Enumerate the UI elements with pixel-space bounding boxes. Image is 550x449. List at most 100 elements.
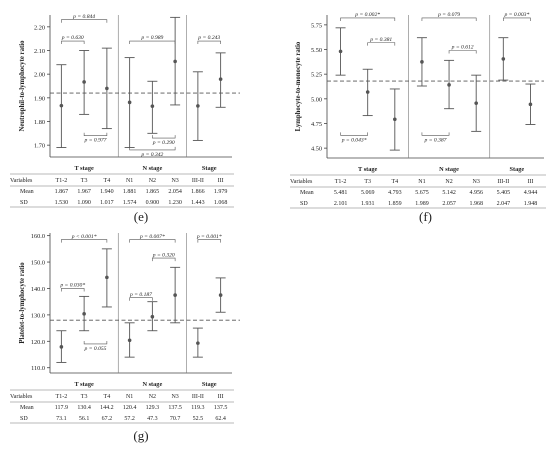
table-cell: 73.1	[56, 416, 67, 422]
comparison-bracket	[129, 146, 176, 151]
comparison-bracket	[421, 17, 477, 21]
comparison-bracket	[340, 132, 368, 136]
table-cell: 1.865	[146, 189, 160, 195]
comparison-bracket	[83, 340, 108, 345]
y-axis-label: Neutrophil-to-lymphocyte ratio	[19, 40, 26, 132]
p-value-label: p = 0.243	[197, 35, 220, 41]
comparison-bracket	[61, 40, 85, 45]
p-value-label: p = 0.001*	[196, 234, 222, 240]
mean-point	[59, 103, 64, 108]
table-cell: 5.069	[361, 190, 375, 196]
mean-point	[420, 60, 424, 64]
p-value-label: p = 0.007*	[139, 234, 165, 240]
comparison-bracket	[129, 40, 176, 45]
p-value-label: p = 0.977	[84, 138, 107, 144]
comparison-bracket	[61, 19, 108, 23]
y-tick-label: 120.0	[31, 339, 45, 346]
table-cell: 1.867	[55, 189, 69, 195]
mean-point	[150, 104, 155, 108]
p-value-label: p = 0.290	[152, 140, 175, 146]
y-tick-label: 130.0	[31, 312, 45, 319]
table-column-header: T1-2	[56, 178, 68, 184]
table-cell: 137.5	[214, 405, 228, 411]
mean-point	[218, 293, 223, 297]
table-cell: 1.940	[100, 189, 114, 195]
mean-point	[474, 101, 478, 105]
p-value-label: p = 0.002*	[354, 12, 380, 18]
table-group-title: T stage	[74, 381, 94, 388]
mean-point	[173, 59, 177, 64]
y-tick-label: 5.25	[311, 72, 322, 79]
table-cell: 4.956	[469, 190, 483, 196]
p-value-label: p = 0.630	[61, 35, 84, 41]
table-row-label: Mean	[20, 189, 34, 195]
table-cell: 1.017	[100, 200, 114, 206]
panel-letter: (f)	[419, 209, 432, 224]
table-cell: 1.230	[168, 200, 182, 206]
table-group-title: N stage	[142, 381, 162, 388]
table-column-header: T4	[104, 178, 111, 184]
table-row-label: SD	[300, 201, 308, 207]
y-tick-label: 1.90	[34, 95, 45, 102]
mean-point	[447, 83, 451, 87]
table-cell: 5.405	[497, 190, 511, 196]
table-column-header: T3	[364, 179, 371, 185]
table-group-title: Stage	[202, 381, 217, 388]
comparison-bracket	[197, 239, 221, 243]
mean-point	[105, 275, 109, 280]
y-tick-label: 5.50	[311, 47, 322, 54]
mean-point	[173, 293, 177, 297]
mean-point	[393, 117, 397, 122]
table-column-header: T3	[81, 394, 88, 400]
table-cell: 117.9	[55, 405, 68, 411]
table-column-header: T1-2	[56, 394, 68, 400]
mean-point	[218, 77, 223, 81]
table-cell: 57.2	[124, 416, 135, 422]
y-tick-label: 150.0	[31, 260, 45, 267]
table-column-header: N3	[171, 394, 178, 400]
table-cell: 130.4	[77, 405, 91, 411]
p-value-label: p = 0.187	[129, 292, 152, 298]
table-head-label: Variables	[290, 179, 313, 185]
panel-g: 110.0 120.0 130.0 140.0 150.0 160.0 Platelet-t…	[10, 233, 240, 443]
table-row-label: SD	[20, 416, 28, 422]
table-cell: 70.7	[170, 416, 181, 422]
table-column-header: III	[527, 179, 533, 185]
table-cell: 52.5	[193, 416, 204, 422]
table-column-header: III-II	[192, 178, 204, 184]
table-cell: 120.4	[123, 405, 137, 411]
table-column-header: N2	[445, 179, 452, 185]
table-column-header: N1	[126, 394, 133, 400]
y-tick-label: 5.75	[311, 22, 322, 29]
mean-point	[82, 312, 86, 316]
table-cell: 2.047	[497, 201, 511, 207]
mean-point	[338, 49, 343, 54]
p-value-label: p = 0.320	[152, 252, 175, 258]
table-cell: 47.3	[147, 416, 158, 422]
table-cell: 1.866	[191, 189, 205, 195]
table-cell: 4.944	[524, 190, 538, 196]
mean-point	[150, 314, 155, 319]
table-cell: 1.859	[388, 201, 402, 207]
mean-point	[365, 90, 370, 94]
table-group-title: Stage	[202, 165, 217, 172]
table-cell: 0.900	[146, 200, 160, 206]
table-column-header: III	[218, 394, 224, 400]
table-cell: 1.979	[214, 189, 228, 195]
table-cell: 1.090	[77, 200, 91, 206]
comparison-bracket	[448, 50, 477, 54]
table-column-header: T1-2	[335, 179, 347, 185]
y-tick-label: 110.0	[31, 365, 45, 372]
table-cell: 5.675	[415, 190, 429, 196]
y-tick-label: 5.00	[311, 96, 322, 103]
comparison-bracket	[152, 135, 176, 139]
panel-f: 4.50 4.75 5.00 5.25 5.50 5.75 Lymphocyte-to-mo…	[290, 12, 546, 224]
comparison-bracket	[61, 239, 108, 243]
table-head-label: Variables	[10, 178, 33, 184]
mean-point	[127, 338, 132, 343]
table-cell: 137.5	[168, 405, 182, 411]
comparison-bracket	[367, 42, 396, 46]
table-cell: 1.989	[415, 201, 429, 207]
comparison-bracket	[503, 17, 531, 21]
